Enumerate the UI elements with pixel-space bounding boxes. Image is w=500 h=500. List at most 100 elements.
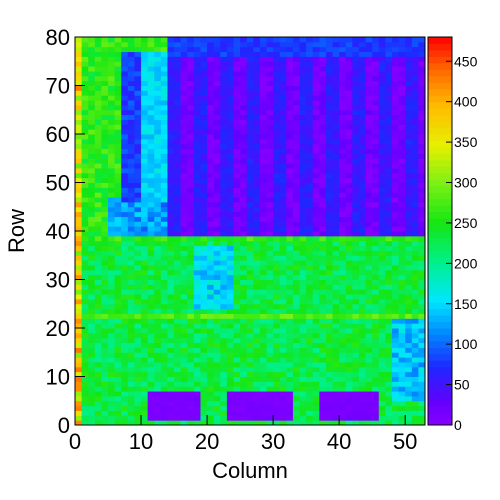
heatmap-cell bbox=[411, 250, 419, 256]
colorbar-segment bbox=[428, 399, 452, 407]
heatmap-cell bbox=[226, 221, 234, 227]
heatmap-cell bbox=[141, 143, 149, 150]
heatmap-cell bbox=[325, 313, 334, 319]
heatmap-cell bbox=[352, 294, 360, 300]
heatmap-cell bbox=[345, 400, 353, 407]
heatmap-cell bbox=[213, 197, 221, 203]
heatmap-cell bbox=[299, 308, 307, 314]
heatmap-cell bbox=[279, 95, 287, 101]
colorbar-segment bbox=[428, 62, 452, 70]
heatmap-cell bbox=[398, 167, 406, 174]
heatmap-cell bbox=[75, 376, 83, 382]
heatmap-cell bbox=[385, 119, 393, 125]
heatmap-cell bbox=[339, 231, 347, 237]
heatmap-cell bbox=[226, 337, 234, 344]
colorbar-segment bbox=[428, 127, 452, 135]
colorbar-segment bbox=[428, 295, 452, 303]
heatmap-cell bbox=[253, 400, 261, 407]
heatmap-cell bbox=[187, 274, 195, 280]
heatmap-cell bbox=[193, 313, 201, 319]
heatmap-cell bbox=[253, 100, 261, 106]
heatmap-cell bbox=[372, 66, 380, 72]
heatmap-cell bbox=[332, 245, 340, 251]
heatmap-cell bbox=[372, 269, 380, 276]
heatmap-cell bbox=[418, 70, 426, 77]
heatmap-cell bbox=[259, 328, 268, 334]
heatmap-cell bbox=[325, 245, 334, 251]
heatmap-cell bbox=[405, 187, 413, 193]
heatmap-cell bbox=[226, 289, 234, 295]
heatmap-cell bbox=[391, 153, 400, 159]
heatmap-cell bbox=[273, 70, 281, 77]
heatmap-cell bbox=[75, 56, 83, 62]
heatmap-cell bbox=[134, 269, 142, 276]
heatmap-cell bbox=[332, 90, 340, 96]
heatmap-cell bbox=[240, 245, 248, 251]
heatmap-cell bbox=[418, 182, 426, 188]
heatmap-cell bbox=[332, 352, 340, 358]
heatmap-cell bbox=[325, 66, 334, 72]
heatmap-cell bbox=[391, 250, 400, 256]
heatmap-cell bbox=[147, 294, 155, 300]
heatmap-cell bbox=[378, 153, 386, 159]
heatmap-cell bbox=[94, 153, 102, 159]
heatmap-cell bbox=[160, 371, 168, 377]
heatmap-cell bbox=[292, 41, 301, 48]
heatmap-cell bbox=[233, 167, 241, 174]
heatmap-cell bbox=[332, 391, 340, 397]
heatmap-cell bbox=[299, 386, 307, 392]
heatmap-cell bbox=[411, 114, 419, 120]
heatmap-cell bbox=[193, 177, 201, 183]
heatmap-cell bbox=[365, 352, 373, 358]
heatmap-cell bbox=[246, 313, 254, 319]
heatmap-cell bbox=[418, 119, 426, 125]
heatmap-cell bbox=[240, 148, 248, 154]
heatmap-cell bbox=[358, 332, 367, 339]
heatmap-cell bbox=[273, 119, 281, 125]
heatmap-cell bbox=[226, 245, 234, 251]
heatmap-cell bbox=[220, 66, 228, 72]
heatmap-cell bbox=[259, 420, 268, 426]
heatmap-cell bbox=[385, 134, 393, 140]
heatmap-cell bbox=[339, 216, 347, 222]
heatmap-cell bbox=[398, 313, 406, 319]
heatmap-cell bbox=[127, 51, 135, 57]
heatmap-cell bbox=[207, 347, 215, 353]
heatmap-cell bbox=[88, 366, 96, 373]
heatmap-cell bbox=[94, 109, 102, 116]
heatmap-cell bbox=[378, 104, 386, 111]
heatmap-cell bbox=[266, 90, 274, 96]
heatmap-cell bbox=[312, 177, 320, 183]
heatmap-cell bbox=[167, 255, 175, 261]
heatmap-cell bbox=[345, 153, 353, 159]
heatmap-cell bbox=[253, 216, 261, 222]
heatmap-cell bbox=[193, 138, 201, 145]
heatmap-cell bbox=[187, 221, 195, 227]
heatmap-cell bbox=[372, 294, 380, 300]
heatmap-cell bbox=[279, 347, 287, 353]
heatmap-cell bbox=[279, 328, 287, 334]
heatmap-cell bbox=[240, 352, 248, 358]
heatmap-cell bbox=[253, 119, 261, 125]
heatmap-cell bbox=[246, 37, 254, 43]
colorbar-segment bbox=[428, 88, 452, 96]
heatmap-cell bbox=[114, 95, 122, 101]
heatmap-cell bbox=[332, 75, 340, 82]
heatmap-cell bbox=[114, 357, 122, 363]
heatmap-cell bbox=[418, 308, 426, 314]
heatmap-cell bbox=[160, 235, 168, 242]
heatmap-cell bbox=[226, 371, 234, 377]
heatmap-cell bbox=[88, 211, 96, 217]
heatmap-cell bbox=[398, 231, 406, 237]
heatmap-cell bbox=[266, 298, 274, 305]
heatmap-cell bbox=[299, 100, 307, 106]
heatmap-cell bbox=[101, 323, 109, 329]
heatmap-cell bbox=[160, 37, 168, 43]
heatmap-cell bbox=[81, 206, 89, 213]
colorbar-segment bbox=[428, 153, 452, 161]
heatmap-cell bbox=[213, 260, 221, 266]
heatmap-cell bbox=[187, 405, 195, 411]
heatmap-cell bbox=[292, 337, 301, 344]
heatmap-cell bbox=[187, 245, 195, 251]
heatmap-cell bbox=[154, 342, 162, 348]
